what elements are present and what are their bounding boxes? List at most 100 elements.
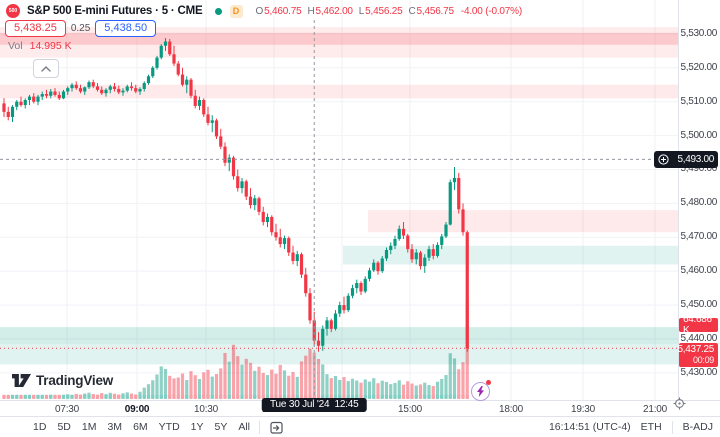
volume-axis-value: 64.686 K — [683, 314, 712, 336]
candle-body — [444, 224, 448, 237]
volume-bar — [410, 383, 414, 399]
candle-body — [342, 305, 346, 311]
ohlc-readout: O5,460.75 H5,462.00 L5,456.25 C5,456.75 … — [256, 5, 523, 17]
candle-body — [223, 146, 227, 163]
bar-color-strip — [155, 394, 159, 398]
collapse-pane-button[interactable] — [33, 59, 59, 78]
candle-body — [206, 114, 210, 123]
flash-event-button[interactable] — [471, 382, 490, 401]
candle-body — [304, 274, 308, 294]
delayed-data-badge[interactable]: D — [229, 4, 243, 18]
candle-body — [465, 232, 469, 349]
candle-body — [44, 94, 49, 96]
volume-bar — [142, 387, 146, 399]
candle-body — [440, 236, 444, 245]
adjustment-toggle[interactable]: B-ADJ — [682, 421, 713, 433]
volume-bar — [316, 359, 321, 399]
range-button-1m[interactable]: 1M — [81, 421, 97, 433]
volume-bar — [363, 379, 367, 399]
volume-bar — [231, 344, 236, 399]
range-button-ytd[interactable]: YTD — [158, 421, 180, 433]
volume-bar — [248, 362, 253, 399]
range-button-6m[interactable]: 6M — [133, 421, 148, 433]
bar-color-strip — [282, 394, 287, 398]
candle-body — [452, 177, 457, 183]
candle-body — [180, 74, 185, 85]
candle-body — [410, 249, 414, 260]
candle-body — [278, 237, 282, 245]
volume-bar — [180, 373, 185, 399]
bar-color-strip — [78, 394, 83, 398]
volume-bar — [457, 369, 461, 399]
volume-bar — [346, 381, 350, 399]
range-button-all[interactable]: All — [238, 421, 251, 433]
bar-color-strip — [338, 394, 342, 398]
candle-body — [163, 41, 168, 46]
tradingview-watermark[interactable]: TradingView — [12, 372, 113, 389]
bar-color-strip — [406, 394, 410, 398]
candle-body — [95, 86, 100, 90]
bid-price-button[interactable]: 5,438.25 — [5, 20, 66, 37]
candle-body — [155, 57, 159, 68]
price-zone — [343, 245, 678, 265]
bar-color-strip — [253, 394, 257, 398]
candle-body — [338, 305, 342, 314]
volume-bar — [380, 380, 384, 399]
volume-bar — [359, 382, 363, 399]
time-axis-label: 10:30 — [193, 404, 219, 415]
range-selector: 1D 5D 1M 3M 6M YTD 1Y 5Y All — [33, 421, 250, 433]
range-button-1d[interactable]: 1D — [33, 421, 47, 433]
candle-body — [91, 82, 95, 87]
bar-color-strip — [346, 394, 350, 398]
go-to-date-icon[interactable] — [269, 420, 284, 435]
volume-bar — [291, 372, 295, 399]
volume-bar — [155, 374, 159, 399]
symbol-legend: 500 S&P 500 E-mini Futures · 5 · CME D O… — [6, 4, 522, 18]
ask-price-button[interactable]: 5,438.50 — [95, 20, 157, 37]
bar-color-strip — [435, 394, 440, 398]
volume-bar — [159, 366, 163, 399]
bar-color-strip — [223, 394, 227, 398]
price-axis-label: 5,460.00 — [680, 265, 717, 277]
candle-body — [159, 45, 163, 58]
time-axis-label: 19:30 — [570, 404, 596, 415]
candle-body — [295, 254, 299, 262]
candle-body — [15, 101, 19, 107]
range-button-3m[interactable]: 3M — [107, 421, 123, 433]
volume-bar — [151, 380, 155, 399]
volume-bar — [384, 382, 389, 399]
symbol-title[interactable]: S&P 500 E-mini Futures · 5 · CME — [27, 5, 203, 17]
low-label: L — [358, 5, 365, 17]
bar-color-strip — [32, 394, 36, 398]
crosshair-price-badge[interactable]: 5,493.00 — [654, 150, 718, 168]
candle-body — [393, 238, 397, 246]
clock[interactable]: 16:14:51 (UTC-4) — [548, 421, 631, 433]
bar-color-strip — [274, 394, 278, 398]
range-button-5d[interactable]: 5D — [57, 421, 71, 433]
crosshair-price-value: 5,493.00 — [677, 153, 714, 165]
axis-settings-gear-icon[interactable] — [672, 396, 687, 411]
price-zone — [0, 327, 678, 345]
volume-bar — [265, 375, 270, 399]
volume-bar — [431, 385, 435, 399]
add-alert-plus-icon[interactable] — [658, 154, 669, 165]
range-button-5y[interactable]: 5Y — [214, 421, 228, 433]
range-button-1y[interactable]: 1Y — [190, 421, 204, 433]
volume-bar — [236, 356, 240, 399]
bar-color-strip — [244, 394, 248, 398]
bar-color-strip — [15, 394, 19, 398]
watermark-text: TradingView — [36, 373, 114, 388]
candle-body — [172, 54, 176, 64]
candle-body — [138, 88, 142, 92]
session-toggle[interactable]: ETH — [640, 421, 662, 433]
candle-body — [427, 249, 431, 258]
bar-color-strip — [185, 394, 189, 398]
price-axis[interactable]: 5,530.00 5,520.00 5,510.00 5,500.00 5,490.00… — [678, 0, 720, 400]
close-value: 5,456.75 — [416, 5, 455, 17]
candlestick-chart[interactable] — [0, 0, 678, 400]
bar-color-strip — [304, 394, 308, 398]
candle-body — [74, 84, 78, 89]
volume-bar — [278, 364, 282, 399]
volume-bar — [172, 378, 176, 399]
volume-bar — [423, 382, 427, 399]
